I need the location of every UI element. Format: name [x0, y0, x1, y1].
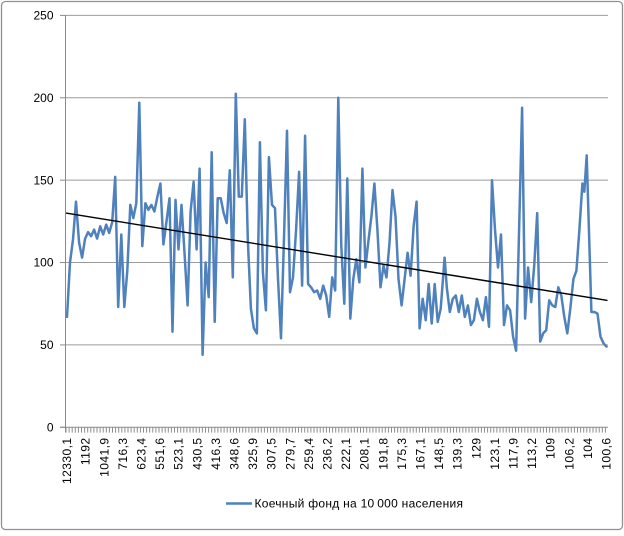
- svg-text:279,7: 279,7: [283, 438, 297, 470]
- svg-text:139,3: 139,3: [451, 438, 465, 470]
- svg-text:523,1: 523,1: [172, 438, 186, 470]
- svg-text:191,8: 191,8: [376, 438, 390, 470]
- svg-text:1041,9: 1041,9: [97, 438, 111, 477]
- svg-text:113,2: 113,2: [525, 438, 539, 469]
- svg-text:100: 100: [33, 256, 53, 270]
- svg-text:0: 0: [47, 421, 54, 435]
- svg-text:Коечный фонд на 10 000 населен: Коечный фонд на 10 000 населения: [255, 497, 464, 511]
- svg-text:430,5: 430,5: [190, 438, 204, 470]
- svg-text:1192: 1192: [79, 438, 93, 466]
- svg-text:117,9: 117,9: [506, 438, 520, 469]
- svg-text:416,3: 416,3: [209, 438, 223, 470]
- svg-text:222,1: 222,1: [339, 438, 353, 470]
- svg-text:104: 104: [581, 438, 595, 459]
- svg-text:623,4: 623,4: [134, 438, 148, 470]
- svg-text:123,1: 123,1: [488, 438, 502, 470]
- svg-text:106,2: 106,2: [562, 438, 576, 470]
- svg-text:716,3: 716,3: [116, 438, 130, 470]
- svg-text:175,3: 175,3: [395, 438, 409, 470]
- svg-text:208,1: 208,1: [358, 438, 372, 470]
- svg-text:129: 129: [469, 438, 483, 459]
- svg-text:325,9: 325,9: [246, 438, 260, 470]
- svg-text:150: 150: [33, 173, 53, 187]
- svg-text:100,6: 100,6: [599, 438, 613, 470]
- svg-text:12330,1: 12330,1: [60, 438, 74, 485]
- svg-text:348,6: 348,6: [227, 438, 241, 470]
- svg-text:50: 50: [40, 338, 54, 352]
- svg-text:200: 200: [33, 91, 53, 105]
- svg-text:109: 109: [544, 438, 558, 459]
- svg-text:551,6: 551,6: [153, 438, 167, 470]
- svg-text:148,5: 148,5: [432, 438, 446, 470]
- svg-text:167,1: 167,1: [413, 438, 427, 470]
- svg-text:250: 250: [33, 9, 53, 23]
- svg-text:236,2: 236,2: [320, 438, 334, 470]
- svg-text:307,5: 307,5: [265, 438, 279, 470]
- svg-text:259,4: 259,4: [302, 438, 316, 470]
